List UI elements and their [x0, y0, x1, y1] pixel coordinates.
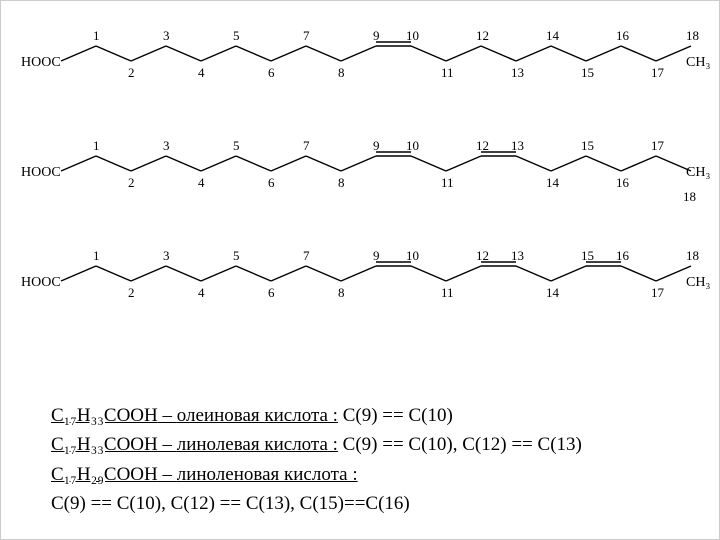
svg-text:5: 5: [233, 28, 240, 43]
svg-text:6: 6: [268, 65, 275, 80]
svg-text:11: 11: [441, 175, 454, 190]
svg-text:2: 2: [128, 285, 135, 300]
structure-svg-oleic: HOOC123456789101112131415161718CH₃: [11, 21, 711, 101]
svg-text:2: 2: [128, 65, 135, 80]
svg-text:17: 17: [651, 285, 665, 300]
svg-text:2: 2: [128, 175, 135, 190]
svg-text:HOOC: HOOC: [21, 275, 61, 290]
svg-text:12: 12: [476, 248, 489, 263]
svg-text:10: 10: [406, 248, 419, 263]
svg-text:18: 18: [683, 189, 696, 204]
svg-text:1: 1: [93, 248, 100, 263]
svg-text:15: 15: [581, 65, 594, 80]
formula-oleic: C₁₇H₃₃COOH: [51, 405, 158, 426]
svg-text:3: 3: [163, 28, 170, 43]
svg-text:13: 13: [511, 248, 524, 263]
svg-text:3: 3: [163, 138, 170, 153]
svg-text:13: 13: [511, 65, 524, 80]
svg-text:7: 7: [303, 138, 310, 153]
svg-text:4: 4: [198, 285, 205, 300]
svg-text:12: 12: [476, 28, 489, 43]
svg-text:7: 7: [303, 28, 310, 43]
svg-text:1: 1: [93, 138, 100, 153]
svg-text:HOOC: HOOC: [21, 55, 61, 70]
structure-linolenic: HOOC123456789101112131415161718CH₃: [11, 241, 711, 321]
formula-linolenic: C₁₇H₂₉COOH: [51, 464, 158, 485]
bonds-linolenic: C(9) == C(10), C(12) == C(13), C(15)==C(…: [51, 493, 410, 514]
formula-linoleic: C₁₇H₃₃COOH: [51, 434, 158, 455]
svg-text:4: 4: [198, 65, 205, 80]
svg-text:CH₃: CH₃: [686, 275, 710, 290]
line-oleic: C₁₇H₃₃COOH – олеиновая кислота : C(9) ==…: [51, 401, 582, 430]
svg-text:14: 14: [546, 285, 560, 300]
svg-text:16: 16: [616, 28, 630, 43]
svg-text:CH₃: CH₃: [686, 165, 710, 180]
structure-oleic: HOOC123456789101112131415161718CH₃: [11, 21, 711, 101]
structure-linoleic: HOOC123456789101112131415161718CH₃: [11, 131, 711, 211]
bonds-linoleic: C(9) == C(10), C(12) == C(13): [343, 434, 582, 455]
svg-text:18: 18: [686, 28, 699, 43]
svg-text:10: 10: [406, 28, 419, 43]
bonds-oleic: C(9) == C(10): [343, 405, 453, 426]
name-oleic: олеиновая кислота: [177, 405, 328, 426]
svg-text:17: 17: [651, 138, 665, 153]
svg-text:5: 5: [233, 138, 240, 153]
svg-text:13: 13: [511, 138, 524, 153]
line-linoleic: C₁₇H₃₃COOH – линолевая кислота : C(9) ==…: [51, 430, 582, 459]
svg-text:9: 9: [373, 28, 380, 43]
text-block: C₁₇H₃₃COOH – олеиновая кислота : C(9) ==…: [51, 401, 582, 519]
svg-text:7: 7: [303, 248, 310, 263]
svg-text:8: 8: [338, 65, 345, 80]
svg-text:16: 16: [616, 248, 630, 263]
svg-text:15: 15: [581, 248, 594, 263]
svg-text:CH₃: CH₃: [686, 55, 710, 70]
structure-svg-linolenic: HOOC123456789101112131415161718CH₃: [11, 241, 711, 321]
svg-text:9: 9: [373, 138, 380, 153]
line-linolenic-bonds: C(9) == C(10), C(12) == C(13), C(15)==C(…: [51, 489, 582, 518]
svg-text:16: 16: [616, 175, 630, 190]
svg-text:6: 6: [268, 175, 275, 190]
svg-text:11: 11: [441, 65, 454, 80]
structure-svg-linoleic: HOOC123456789101112131415161718CH₃: [11, 131, 711, 211]
structures-area: HOOC123456789101112131415161718CH₃HOOC12…: [11, 21, 711, 351]
svg-text:14: 14: [546, 28, 560, 43]
svg-text:15: 15: [581, 138, 594, 153]
svg-text:4: 4: [198, 175, 205, 190]
svg-text:8: 8: [338, 175, 345, 190]
svg-text:17: 17: [651, 65, 665, 80]
name-linolenic: линоленовая кислота: [177, 464, 348, 485]
svg-text:8: 8: [338, 285, 345, 300]
slide: HOOC123456789101112131415161718CH₃HOOC12…: [0, 0, 720, 540]
svg-text:12: 12: [476, 138, 489, 153]
svg-text:HOOC: HOOC: [21, 165, 61, 180]
svg-text:11: 11: [441, 285, 454, 300]
svg-text:3: 3: [163, 248, 170, 263]
svg-text:9: 9: [373, 248, 380, 263]
svg-text:6: 6: [268, 285, 275, 300]
svg-text:10: 10: [406, 138, 419, 153]
svg-text:18: 18: [686, 248, 699, 263]
line-linolenic: C₁₇H₂₉COOH – линоленовая кислота :: [51, 460, 582, 489]
svg-text:1: 1: [93, 28, 100, 43]
svg-text:5: 5: [233, 248, 240, 263]
svg-text:14: 14: [546, 175, 560, 190]
name-linoleic: линолевая кислота: [177, 434, 328, 455]
